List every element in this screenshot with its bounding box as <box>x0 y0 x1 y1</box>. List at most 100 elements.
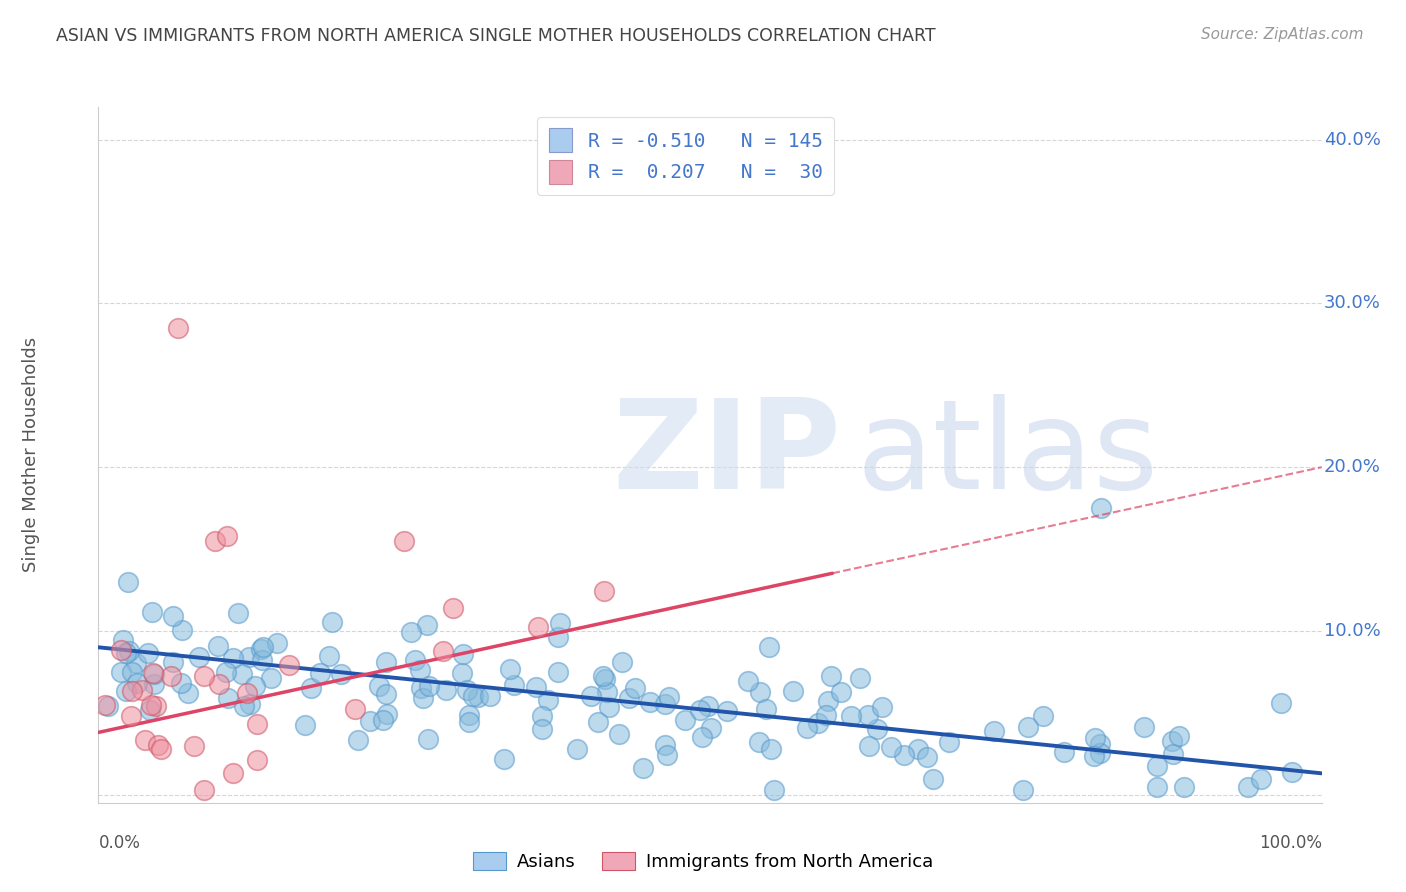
Point <box>458 715 481 730</box>
Point <box>143 666 166 681</box>
Point <box>114 646 136 660</box>
Point <box>839 709 862 723</box>
Legend: R = -0.510   N = 145, R =  0.207   N =  30: R = -0.510 N = 145, R = 0.207 N = 30 <box>537 117 834 195</box>
Point <box>207 640 229 654</box>
Point <box>592 669 614 683</box>
Point <box>870 700 893 714</box>
Point <box>858 739 880 754</box>
Text: 10.0%: 10.0% <box>1324 622 1381 640</box>
Point <box>115 683 138 698</box>
Point <box>598 699 620 714</box>
Point <box>139 703 162 717</box>
Point <box>159 669 181 683</box>
Point <box>392 533 416 548</box>
Point <box>820 669 842 683</box>
Point <box>177 686 200 700</box>
Point <box>125 656 148 670</box>
Point <box>830 685 852 699</box>
Point <box>596 685 619 699</box>
Text: 30.0%: 30.0% <box>1324 294 1381 312</box>
Point <box>1088 737 1111 751</box>
Point <box>461 689 484 703</box>
Point <box>1032 709 1054 723</box>
Point <box>689 703 711 717</box>
Point <box>581 689 603 703</box>
Point <box>416 731 439 746</box>
Text: 20.0%: 20.0% <box>1324 458 1381 476</box>
Point <box>458 708 481 723</box>
Point <box>567 742 589 756</box>
Text: ZIP: ZIP <box>612 394 841 516</box>
Point <box>1017 720 1039 734</box>
Point <box>375 655 398 669</box>
Text: atlas: atlas <box>856 394 1159 516</box>
Point <box>547 665 569 680</box>
Point <box>524 680 547 694</box>
Point <box>1053 745 1076 759</box>
Point <box>162 656 184 670</box>
Point <box>162 608 184 623</box>
Point <box>1133 720 1156 734</box>
Point <box>527 620 550 634</box>
Point <box>249 642 271 657</box>
Point <box>359 714 381 728</box>
Point <box>443 601 465 615</box>
Point <box>308 665 330 680</box>
Point <box>697 699 720 714</box>
Point <box>737 673 759 688</box>
Point <box>856 707 879 722</box>
Point <box>759 742 782 756</box>
Point <box>763 782 786 797</box>
Text: Source: ZipAtlas.com: Source: ZipAtlas.com <box>1201 27 1364 42</box>
Point <box>373 713 395 727</box>
Point <box>617 691 640 706</box>
Point <box>1160 734 1182 748</box>
Point <box>502 677 524 691</box>
Point <box>117 574 139 589</box>
Point <box>588 714 610 729</box>
Point <box>866 722 889 736</box>
Point <box>299 681 322 695</box>
Point <box>250 652 273 666</box>
Point <box>167 321 190 335</box>
Point <box>654 739 676 753</box>
Point <box>252 640 274 654</box>
Point <box>404 652 426 666</box>
Point <box>239 697 262 711</box>
Point <box>456 682 478 697</box>
Point <box>136 646 159 660</box>
Point <box>343 701 366 715</box>
Point <box>170 623 193 637</box>
Point <box>492 752 515 766</box>
Point <box>169 675 191 690</box>
Point <box>807 715 830 730</box>
Point <box>880 740 903 755</box>
Point <box>222 650 245 665</box>
Point <box>1090 501 1112 516</box>
Point <box>815 708 838 723</box>
Point <box>1173 780 1195 795</box>
Point <box>922 772 945 787</box>
Point <box>141 698 163 713</box>
Point <box>243 679 266 693</box>
Point <box>1270 696 1292 710</box>
Text: 100.0%: 100.0% <box>1258 834 1322 852</box>
Point <box>94 698 117 713</box>
Point <box>142 666 165 681</box>
Point <box>409 681 432 695</box>
Text: Single Mother Households: Single Mother Households <box>22 337 41 573</box>
Point <box>146 738 169 752</box>
Point <box>547 630 569 644</box>
Point <box>412 690 434 705</box>
Point <box>499 662 522 676</box>
Point <box>915 750 938 764</box>
Point <box>278 658 301 673</box>
Point <box>451 665 474 680</box>
Point <box>294 718 316 732</box>
Point <box>321 615 343 629</box>
Point <box>658 690 681 705</box>
Point <box>610 655 633 669</box>
Point <box>1281 765 1303 780</box>
Point <box>432 644 454 658</box>
Point <box>399 625 422 640</box>
